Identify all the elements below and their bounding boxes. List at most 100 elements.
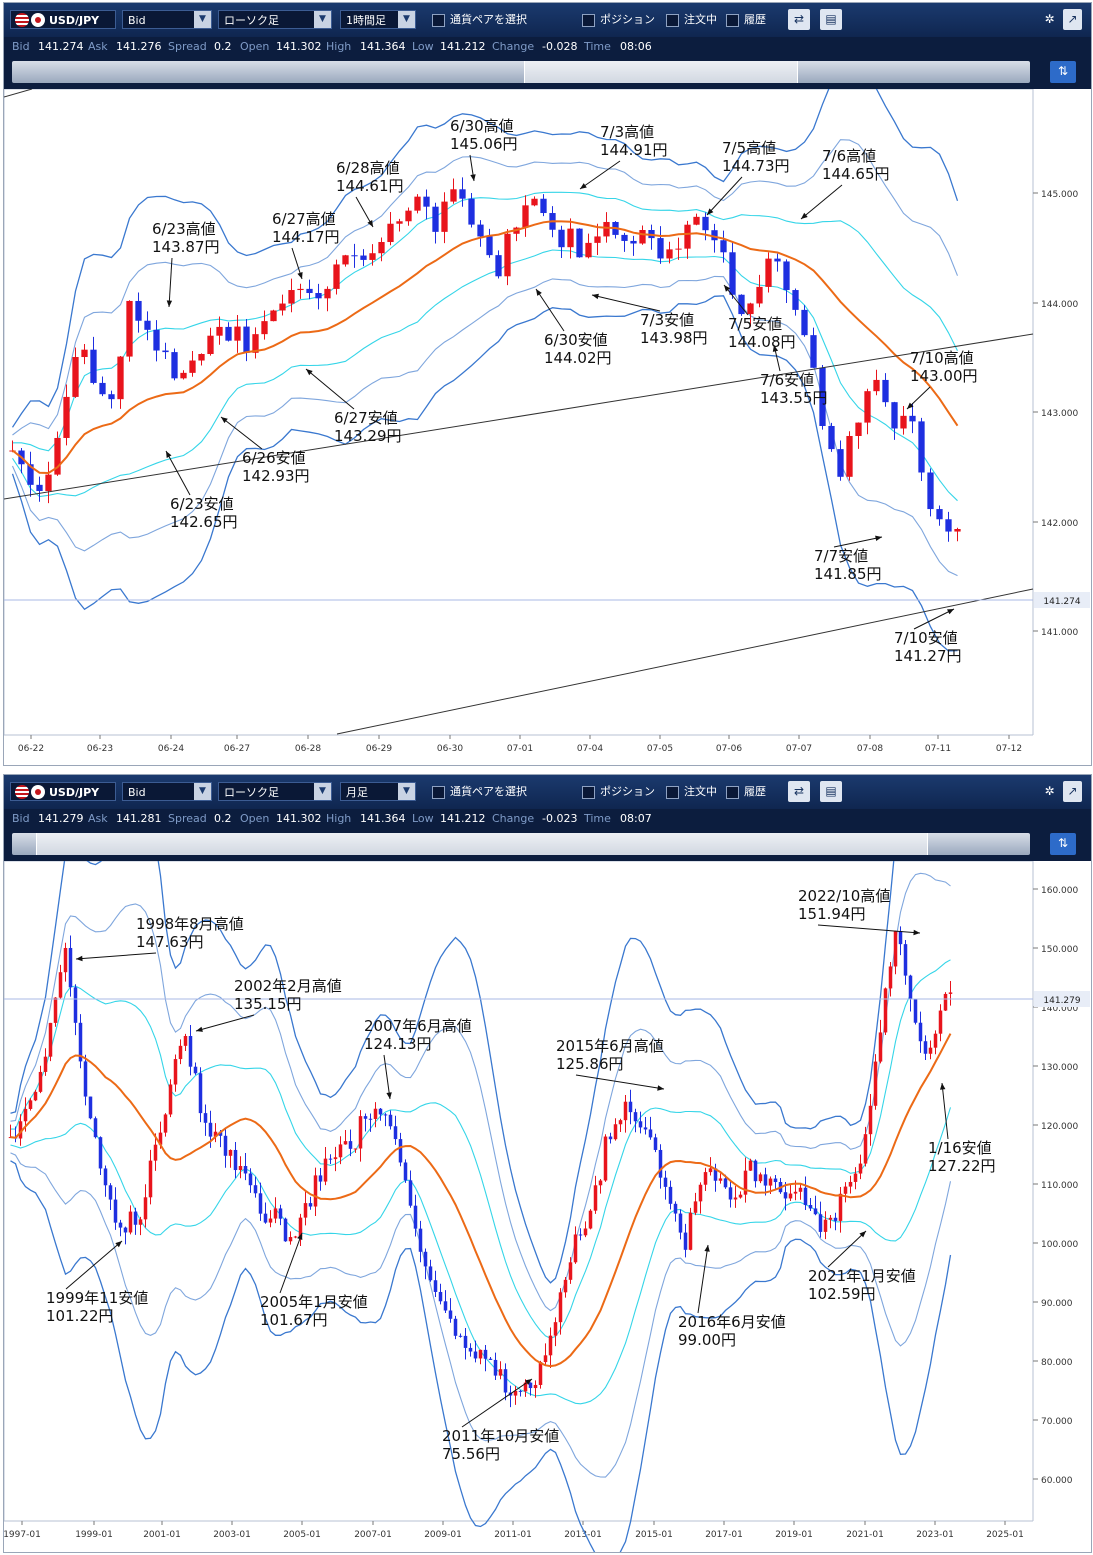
period-select[interactable]: 月足 ▼ [340, 782, 416, 801]
change-value: -0.023 [542, 812, 578, 825]
candle-body [543, 1355, 548, 1363]
bollinger-lower-3 [10, 1160, 952, 1552]
pair-select-toggle[interactable]: 通貨ペアを選択 [432, 782, 562, 801]
time-label: Time [584, 812, 611, 825]
candle-body [90, 349, 97, 383]
candle-body [528, 1382, 533, 1389]
bid-label: Bid [12, 812, 30, 825]
candle-body [773, 1178, 778, 1183]
period-select[interactable]: 1時間足 ▼ [340, 10, 416, 29]
candle-body [189, 360, 196, 373]
orders-toggle[interactable]: 注文中 [666, 782, 717, 801]
candle-body [213, 1131, 218, 1137]
candle-body [933, 1033, 938, 1048]
popout-icon[interactable]: ↗ [1063, 781, 1082, 802]
chart-type-select[interactable]: ローソク足 ▼ [218, 782, 332, 801]
candle-body [348, 1141, 353, 1149]
pair-select-toggle[interactable]: 通貨ペアを選択 [432, 10, 562, 29]
candle-body [297, 288, 304, 291]
x-tick-label: 06-29 [366, 744, 392, 754]
annotation-arrow [195, 1014, 255, 1032]
candle-body [598, 1180, 603, 1186]
checkbox[interactable] [582, 13, 595, 27]
candle-body [495, 255, 502, 277]
navigator-track[interactable] [12, 61, 1030, 83]
candle-body [798, 1187, 803, 1192]
chart-type-select[interactable]: ローソク足 ▼ [218, 10, 332, 29]
window-icon[interactable]: ▤ [820, 9, 842, 30]
candle-body [553, 1322, 558, 1336]
y-tick-label: 140.000 [1041, 1004, 1078, 1014]
checkbox[interactable] [726, 13, 739, 27]
ask-label: Ask [88, 812, 108, 825]
candle-body [158, 1132, 163, 1145]
candle-body [703, 1172, 708, 1185]
gear-icon[interactable]: ✲ [1044, 784, 1055, 798]
annotation-arrowhead [76, 955, 83, 962]
history-toggle[interactable]: 履歴 [726, 10, 766, 29]
candle-body [903, 944, 908, 976]
candle-body [878, 1032, 883, 1062]
annotation-arrow [579, 160, 621, 190]
x-tick-label: 2011-01 [494, 1530, 532, 1540]
annotation-arrowhead [859, 1231, 866, 1238]
expand-icon[interactable]: ⇅ [1050, 833, 1076, 855]
candle-body [234, 326, 241, 341]
checkbox[interactable] [666, 785, 679, 799]
orders-toggle[interactable]: 注文中 [666, 10, 717, 29]
candle-body [323, 1158, 328, 1182]
period-value: 月足 [346, 786, 368, 799]
x-tick-label: 07-12 [996, 744, 1022, 754]
expand-icon[interactable]: ⇅ [1050, 61, 1076, 83]
candle-body [803, 1187, 808, 1206]
candle-body [58, 972, 63, 998]
checkbox[interactable] [726, 785, 739, 799]
checkbox[interactable] [432, 13, 445, 27]
navigator-window[interactable] [36, 833, 928, 855]
open-label: Open [240, 40, 270, 53]
checkbox[interactable] [432, 785, 445, 799]
y-tick-label: 90.000 [1041, 1299, 1073, 1309]
annotation-price: 99.00円 [678, 1331, 736, 1349]
position-label: ポジション [600, 13, 655, 26]
open-value: 141.302 [276, 40, 322, 53]
x-tick-label: 06-24 [158, 744, 184, 754]
y-tick-label: 145.000 [1041, 190, 1078, 200]
toolbar: USD/JPY Bid ▼ ローソク足 ▼ 月足 ▼ 通貨ペアを選択 ポジション 注文… [4, 775, 1091, 809]
candle-body [135, 300, 142, 321]
chevron-down-icon: ▼ [314, 783, 331, 800]
gear-icon[interactable]: ✲ [1044, 12, 1055, 26]
candle-body [248, 1173, 253, 1186]
candle-body [283, 1218, 288, 1242]
candle-body [303, 1203, 308, 1218]
checkbox[interactable] [666, 13, 679, 27]
annotation-date: 2016年6月安値 [678, 1313, 786, 1331]
chart-tool-icon[interactable]: ⇄ [788, 781, 810, 802]
candle-body [148, 1160, 153, 1198]
price-type-select[interactable]: Bid ▼ [122, 10, 212, 29]
navigator-track[interactable] [12, 833, 1030, 855]
currency-pair-button[interactable]: USD/JPY [10, 782, 116, 801]
candle-body [405, 210, 412, 222]
candle-body [639, 229, 646, 244]
ask-value: 141.281 [116, 812, 162, 825]
candle-body [315, 293, 322, 299]
candle-body [603, 221, 610, 237]
history-toggle[interactable]: 履歴 [726, 782, 766, 801]
popout-icon[interactable]: ↗ [1063, 9, 1082, 30]
candle-body [588, 1210, 593, 1229]
candle-body [243, 326, 250, 353]
window-icon[interactable]: ▤ [820, 781, 842, 802]
checkbox[interactable] [582, 785, 595, 799]
candle-body [533, 1384, 538, 1389]
position-toggle[interactable]: ポジション [582, 782, 655, 801]
candle-body [948, 992, 953, 994]
currency-pair-button[interactable]: USD/JPY [10, 10, 116, 29]
candle-body [393, 1126, 398, 1140]
navigator-window[interactable] [524, 61, 798, 83]
candle-body [68, 947, 73, 988]
chevron-down-icon: ▼ [194, 783, 211, 800]
position-toggle[interactable]: ポジション [582, 10, 655, 29]
price-type-select[interactable]: Bid ▼ [122, 782, 212, 801]
chart-tool-icon[interactable]: ⇄ [788, 9, 810, 30]
